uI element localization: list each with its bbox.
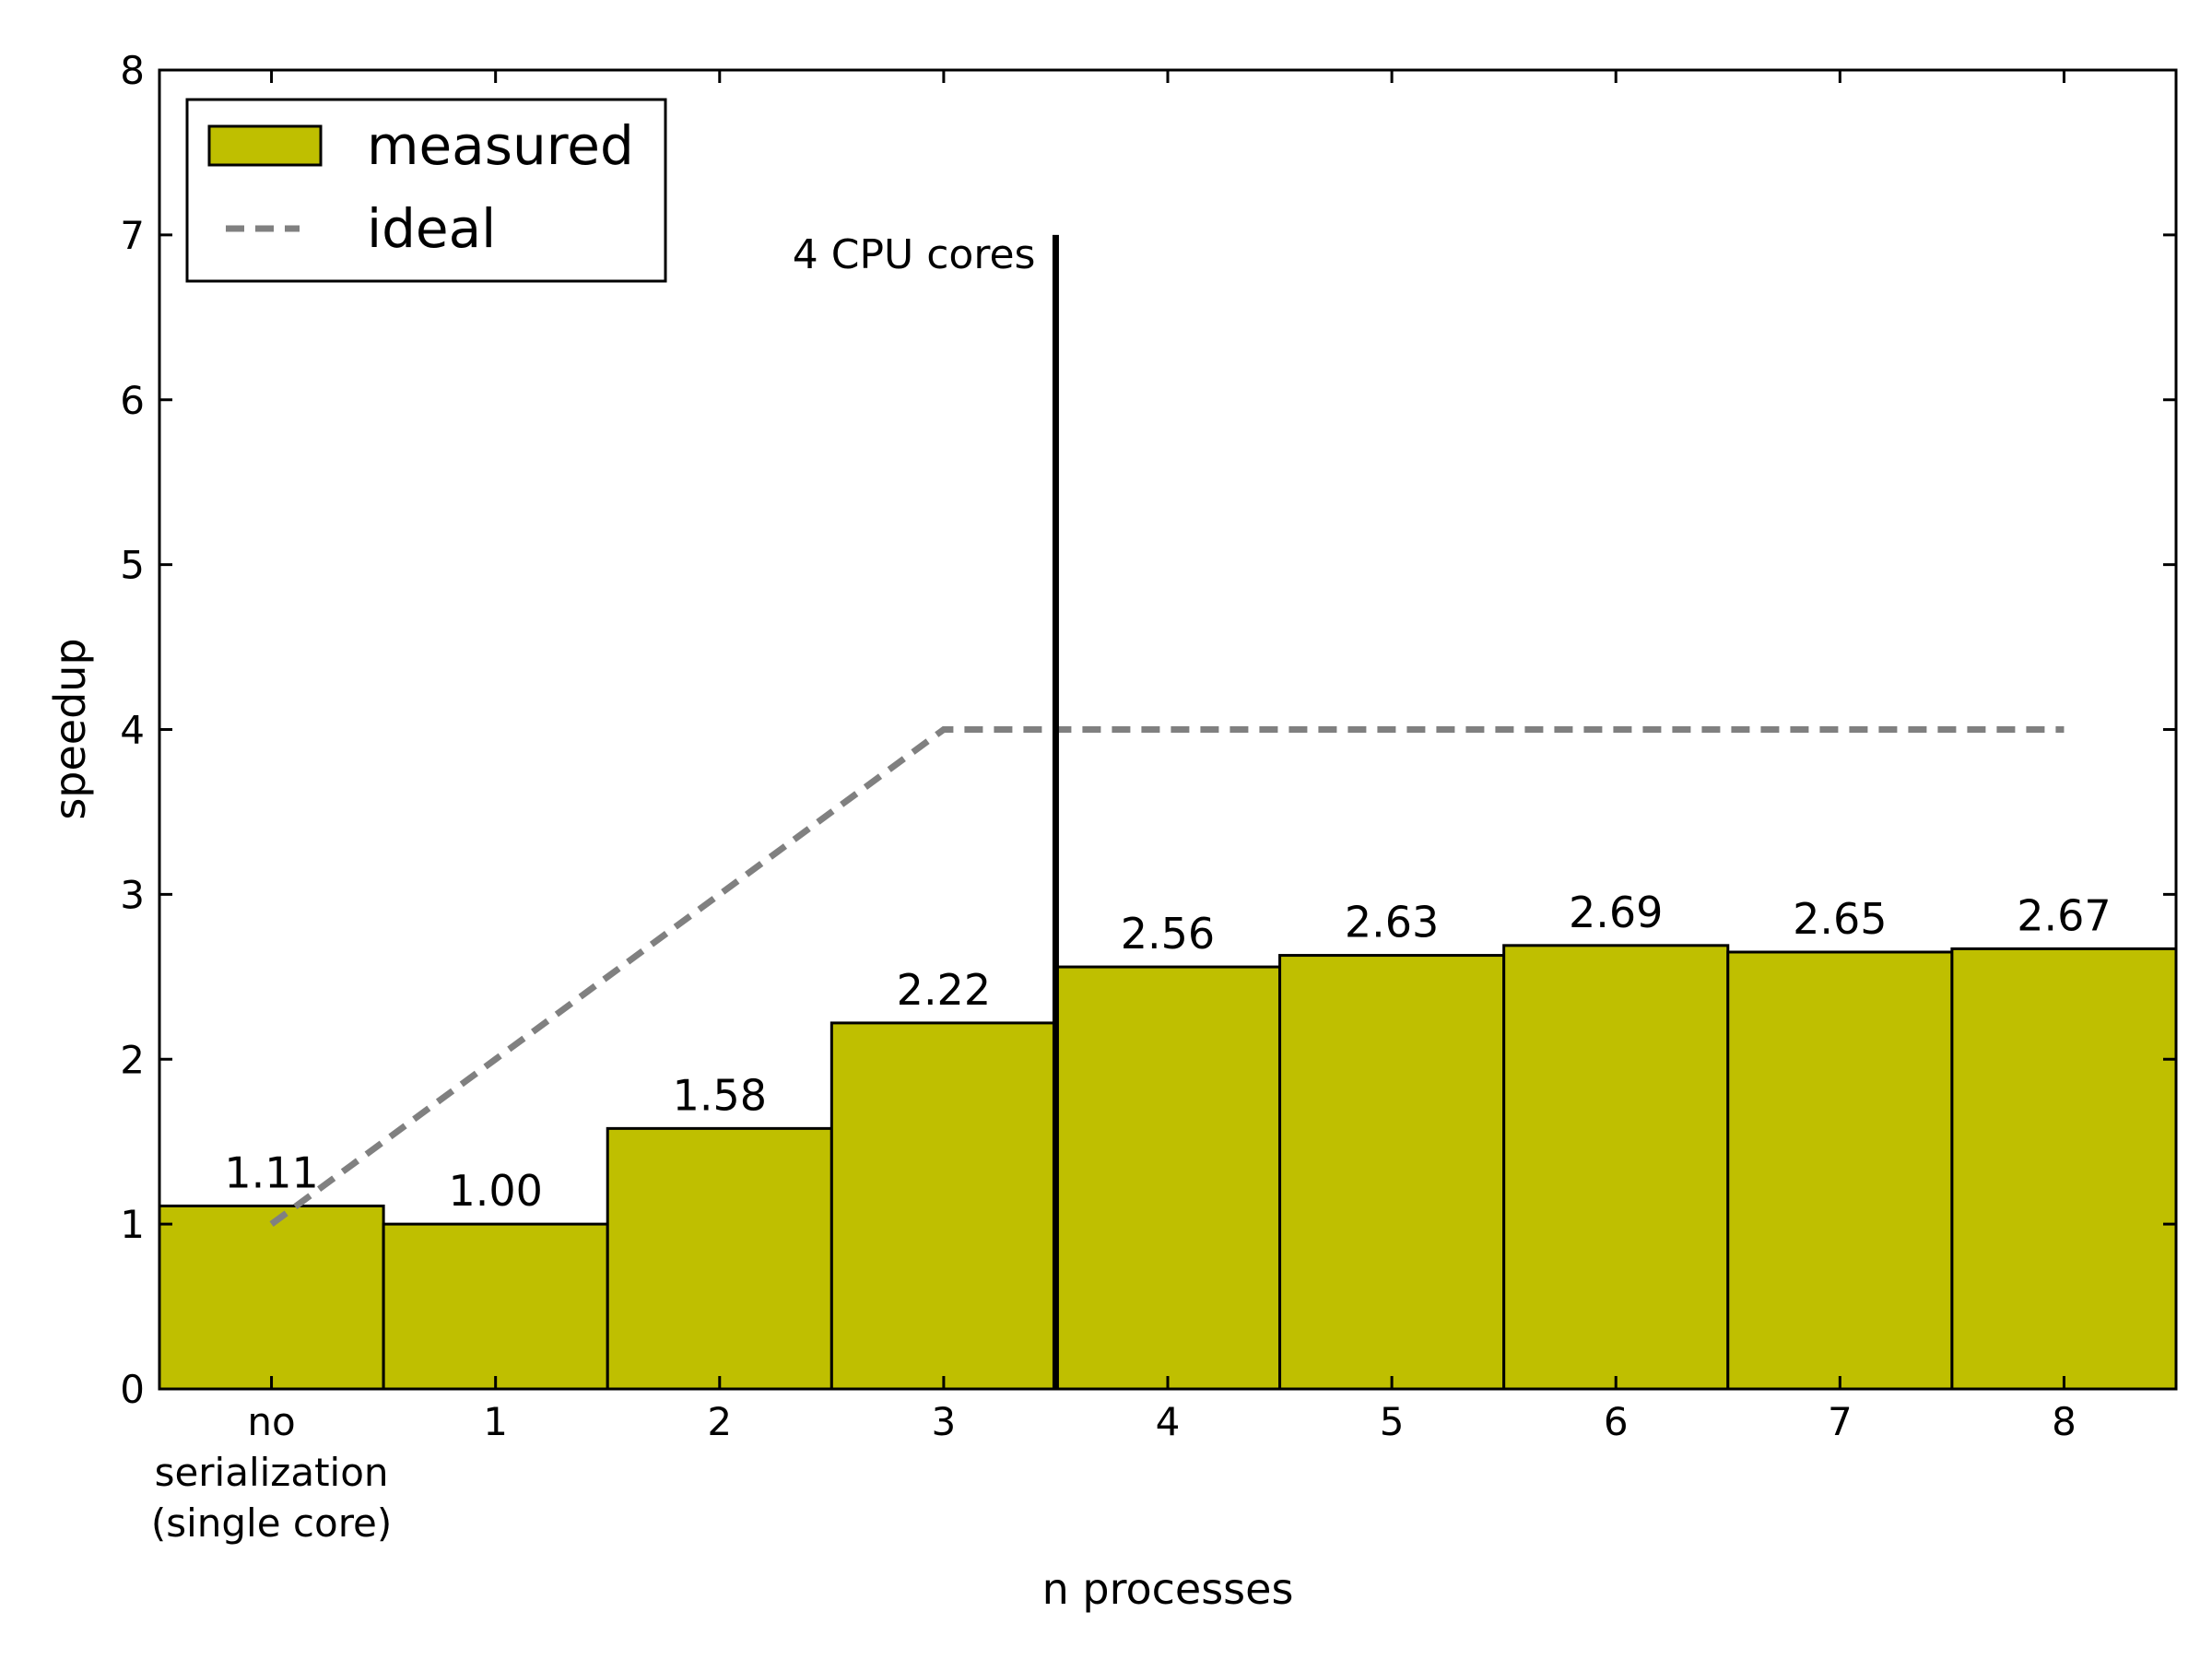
bar-3: [606, 1126, 833, 1391]
cpu-cores-annotation: 4 CPU cores: [793, 231, 1036, 278]
bar-value-label: 2.22: [897, 965, 991, 1015]
x-tick-label: 1: [483, 1399, 508, 1444]
bar-value-label: 2.67: [2017, 890, 2111, 940]
bar-value-label: 2.69: [1569, 888, 1663, 937]
x-tick-label: 6: [1604, 1399, 1629, 1444]
legend-label-ideal: ideal: [367, 197, 496, 260]
x-tick-label: 3: [932, 1399, 957, 1444]
bars-layer: 1.11 1.00 1.58 2.22 2.56 2.63 2.69 2.65 2.67: [158, 888, 2178, 1391]
ideal-line: [269, 726, 2065, 1227]
x-tick-label: no serialization (single core): [151, 1399, 392, 1546]
y-tick-label: 7: [120, 213, 145, 258]
bar-4: [830, 1021, 1057, 1391]
bar-value-label: 1.00: [448, 1166, 542, 1216]
bar-value-label: 2.56: [1121, 909, 1215, 959]
x-tick-label: 8: [2052, 1399, 2077, 1444]
x-tick-label: 7: [1828, 1399, 1853, 1444]
x-tick-label: 5: [1380, 1399, 1405, 1444]
bar-value-label: 2.65: [1793, 894, 1887, 944]
x-tick-label: 2: [707, 1399, 732, 1444]
bar-9: [1950, 947, 2178, 1391]
ticks-layer: 0 1 2 3 4 5 6 7 8 no serialization (single core) 1 2 3…: [120, 48, 2176, 1546]
bar-value-label: 1.58: [673, 1070, 767, 1120]
bar-7: [1502, 944, 1730, 1391]
y-tick-label: 4: [120, 708, 145, 753]
y-tick-label: 8: [120, 48, 145, 93]
bar-5: [1053, 965, 1282, 1391]
bar-6: [1278, 954, 1506, 1391]
legend: measured ideal: [185, 98, 667, 283]
bar-2: [382, 1222, 609, 1391]
y-tick-label: 5: [120, 543, 145, 588]
y-tick-label: 2: [120, 1037, 145, 1082]
x-tick-label: 4: [1156, 1399, 1181, 1444]
y-tick-label: 1: [120, 1202, 145, 1247]
y-tick-label: 3: [120, 872, 145, 917]
bar-1: [158, 1204, 385, 1391]
legend-swatch-measured: [207, 124, 323, 167]
legend-label-measured: measured: [367, 114, 634, 177]
bar-value-label: 2.63: [1345, 898, 1439, 947]
annotation-layer: 4 CPU cores: [793, 231, 1059, 1389]
x-axis-title: n processes: [1042, 1564, 1294, 1614]
ideal-line-layer: [269, 726, 2065, 1227]
y-tick-label: 0: [120, 1367, 145, 1412]
y-tick-label: 6: [120, 378, 145, 423]
y-axis-title: speedup: [45, 638, 95, 819]
bar-8: [1726, 950, 1954, 1391]
bar-value-label: 1.11: [224, 1147, 318, 1197]
